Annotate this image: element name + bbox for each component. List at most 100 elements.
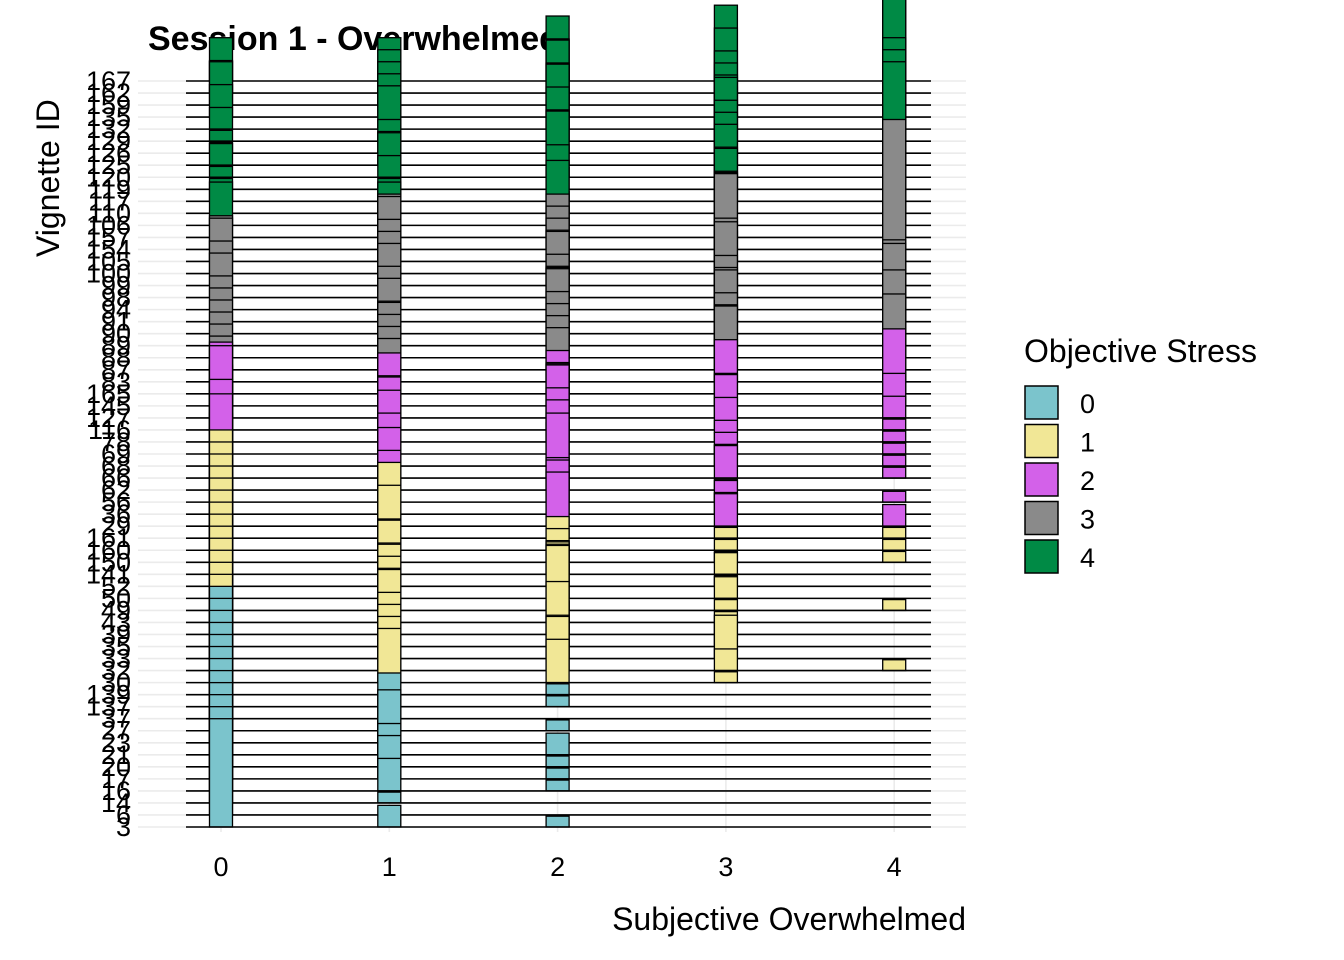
y-tick-label: 160 [86,535,131,565]
histogram-bar [882,598,907,612]
y-tick-label: 27 [101,716,131,746]
histogram-bar [713,538,739,551]
histogram-bar [377,791,402,804]
y-tick-label: 6 [116,800,131,830]
y-tick-label: 119 [88,174,131,204]
y-tick-label: 23 [101,728,131,758]
legend: Objective Stress 0 1 2 3 4 [1024,333,1257,574]
legend-label: 2 [1080,466,1095,496]
legend-label: 3 [1080,505,1095,535]
y-tick-label: 17 [101,764,131,794]
y-tick-label: 90 [101,319,131,349]
histogram-bar [545,815,570,828]
y-tick-label: 125 [86,150,131,180]
histogram-bar [882,538,907,551]
histogram-bar [545,683,570,696]
y-tick-label: 49 [101,595,131,625]
legend-swatch [1024,462,1059,497]
y-tick-label: 37 [101,704,131,734]
y-tick-label: 139 [86,680,131,710]
y-tick-label: 50 [101,583,131,613]
y-tick-label: 145 [86,391,131,421]
y-tick-label: 78 [101,427,131,457]
y-tick-label: 69 [101,439,131,469]
y-tick-label: 137 [86,692,131,722]
histogram-bar [882,526,907,539]
histogram-bar [545,638,570,684]
histogram-bar [377,154,402,178]
legend-label: 4 [1080,543,1095,573]
histogram-bar [882,490,907,503]
histogram-bar [882,118,907,251]
legend-swatch [1024,385,1059,420]
histogram-bar [208,106,234,130]
histogram-bar [545,779,570,792]
histogram-bar [713,598,739,612]
y-tick-label: 161 [86,523,131,553]
y-tick-label: 105 [86,246,131,276]
y-tick-label: 150 [86,547,131,577]
y-tick-label: 3 [116,812,131,842]
histogram-bar [545,767,570,780]
y-tick-label: 62 [101,475,131,505]
y-tick-label: 68 [101,451,131,481]
histogram-bar [882,550,907,563]
y-tick-label: 127 [86,403,131,433]
histogram-bar [545,719,570,732]
y-tick-label: 35 [101,632,131,662]
y-tick-label: 117 [88,186,131,216]
x-tick-label: 2 [550,852,565,882]
y-tick-label: 159 [86,90,131,120]
y-tick-label: 88 [101,343,131,373]
y-tick-label: 87 [101,355,131,385]
histogram-bar [882,418,907,431]
y-tick-label: 20 [101,752,131,782]
legend-swatch [1024,423,1059,459]
legend-title: Objective Stress [1024,333,1257,369]
histogram-bar [377,757,402,792]
y-axis-title: Vignette ID [30,99,66,257]
histogram-bar [713,526,739,539]
x-tick-label: 4 [887,852,902,882]
histogram-bar [713,552,739,575]
y-tick-label: 99 [101,271,131,301]
y-tick-label: 162 [86,78,131,108]
histogram-bar [882,659,907,672]
y-tick-label: 106 [86,210,131,240]
histogram-bar [882,430,907,443]
legend-swatch [1024,539,1059,574]
legend-swatch [1024,500,1059,536]
legend-label: 1 [1080,428,1095,458]
histogram-bar [882,466,907,479]
histogram-bar [713,576,739,600]
y-tick-label: 165 [86,379,131,409]
y-tick-label: 29 [101,511,131,541]
histogram-bar [882,395,907,419]
histogram-bar [208,165,234,178]
histogram-bar [882,442,907,455]
y-tick-label: 120 [86,162,131,192]
histogram-bar [882,503,907,527]
y-tick-label: 132 [86,114,131,144]
y-tick-label: 83 [101,367,131,397]
y-tick-label: 167 [86,66,131,96]
x-axis-title: Subjective Overwhelmed [612,901,966,937]
histogram-bar [377,804,402,828]
y-tick-label: 135 [86,102,131,132]
y-tick-label: 16 [101,776,131,806]
ridge-row [186,718,931,828]
x-tick-label: 1 [382,852,397,882]
y-tick-label: 30 [101,668,131,698]
histogram-bar [545,732,570,756]
y-tick-label: 52 [101,571,131,601]
y-tick-label: 56 [101,487,131,517]
histogram-bar [208,718,234,828]
y-tick-label: 21 [101,740,131,770]
histogram-bar [545,695,570,708]
histogram-bar [208,142,234,166]
y-tick-label: 157 [86,222,131,252]
y-tick-label: 141 [86,559,131,589]
y-tick-label: 66 [101,463,131,493]
y-tick-label: 100 [86,259,131,289]
